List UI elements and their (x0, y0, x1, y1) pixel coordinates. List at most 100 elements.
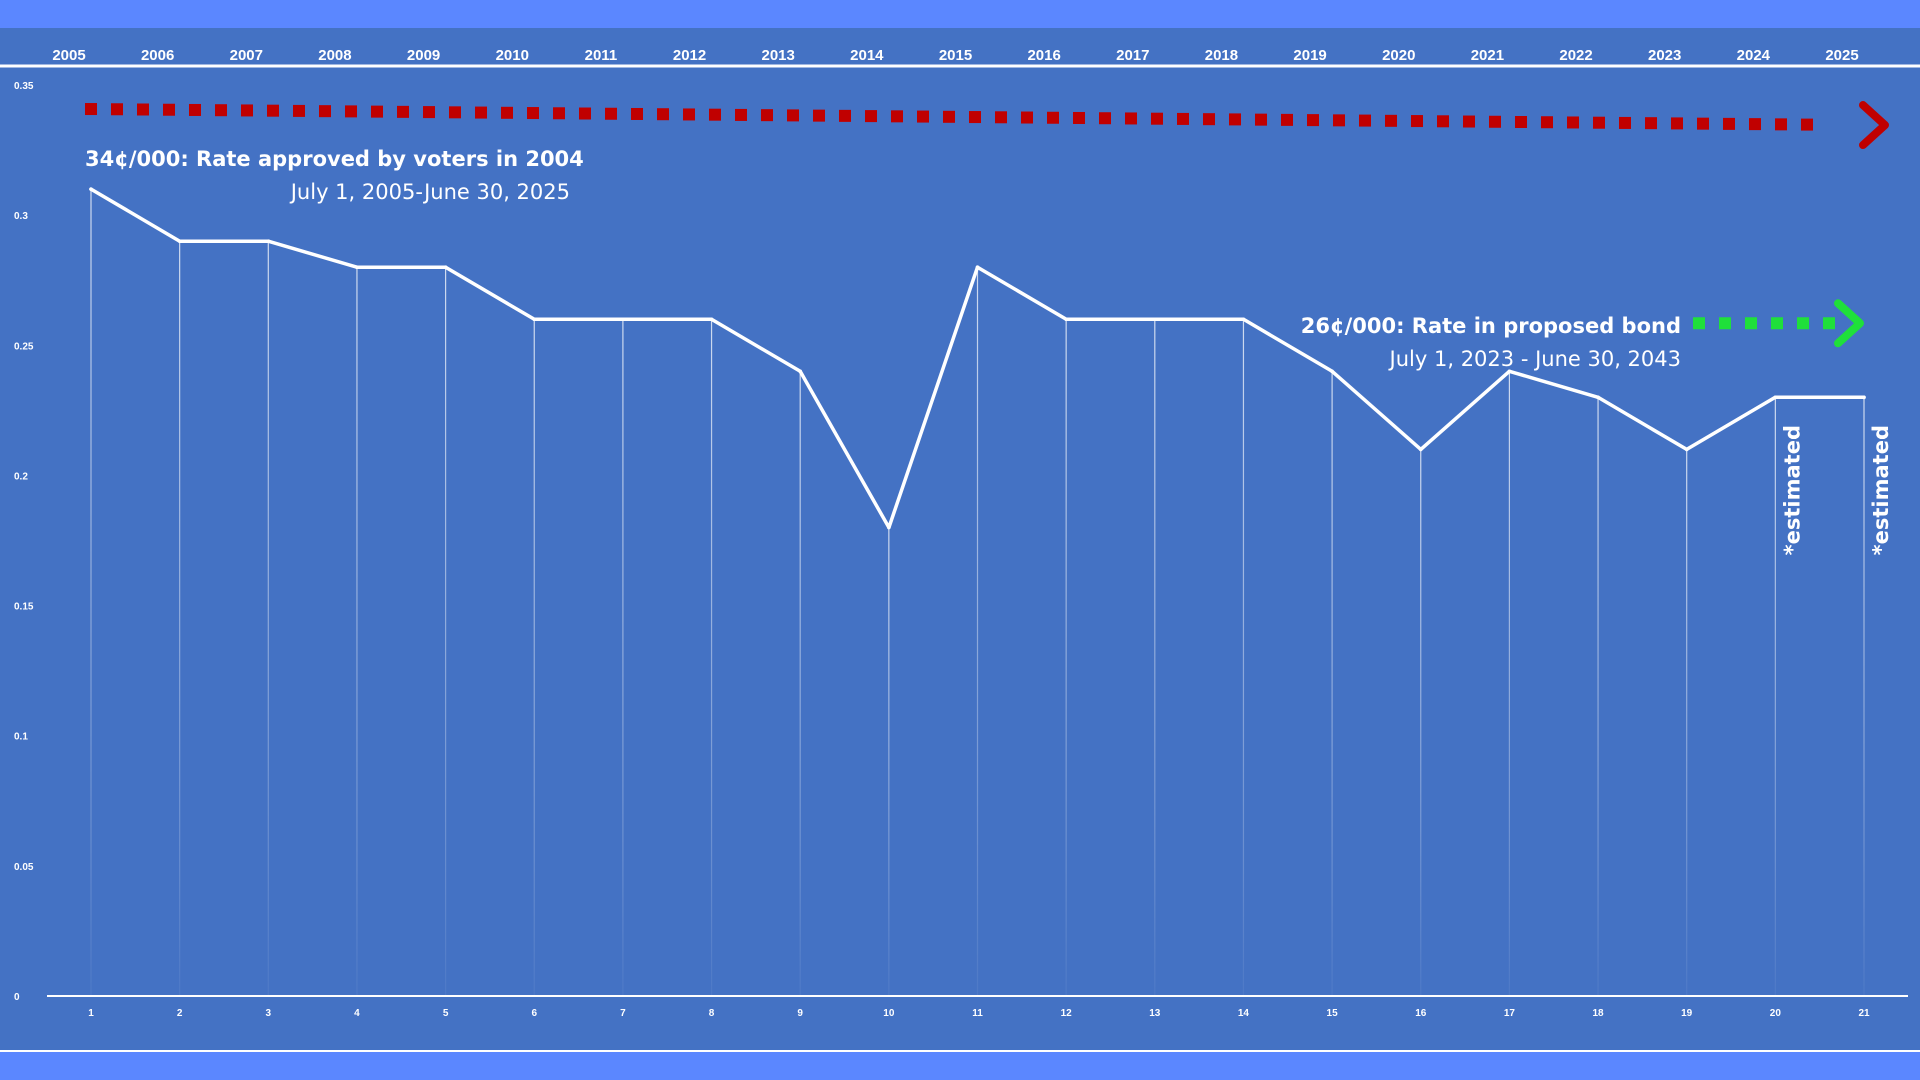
y-tick-label: 0 (14, 992, 20, 1003)
approved-rate-dash (683, 108, 695, 121)
approved-rate-dash (1281, 113, 1293, 126)
proposed-rate-subtitle: July 1, 2023 - June 30, 2043 (1388, 347, 1681, 371)
approved-rate-dash (1073, 111, 1085, 124)
approved-rate-dash (1593, 116, 1605, 129)
approved-rate-dash (1619, 116, 1631, 129)
x-tick-label: 21 (1858, 1008, 1870, 1019)
approved-rate-dash (1255, 113, 1267, 126)
drop-line (1242, 319, 1245, 996)
x-tick-label: 16 (1415, 1008, 1427, 1019)
x-tick-label: 8 (709, 1008, 715, 1019)
approved-rate-dash (865, 110, 877, 123)
y-tick-label: 0.2 (14, 471, 28, 482)
x-tick-label: 10 (883, 1008, 895, 1019)
drop-line (1774, 397, 1776, 996)
drop-line (622, 319, 624, 996)
drop-line (1420, 449, 1422, 996)
approved-rate-dash (605, 107, 617, 120)
approved-rate-dash (709, 108, 721, 121)
drop-line (445, 267, 447, 996)
data-point (177, 239, 182, 243)
x-tick-label: 6 (531, 1008, 537, 1019)
approved-rate-dash (215, 104, 227, 117)
approved-rate-dash (813, 109, 825, 122)
drop-lines (90, 189, 1865, 997)
approved-rate-dash (943, 110, 955, 123)
x-tick-label: 3 (266, 1008, 272, 1019)
approved-rate-dash (1151, 112, 1163, 125)
proposed-rate-dash (1745, 317, 1757, 330)
approved-rate-dash (1333, 114, 1345, 127)
estimated-label: *estimated (1869, 425, 1893, 555)
approved-rate-dash (1359, 114, 1371, 127)
approved-rate-dash (1697, 117, 1709, 130)
drop-line (710, 319, 713, 996)
approved-rate-dash (917, 110, 929, 123)
data-point (1153, 317, 1157, 322)
x-tick-label: 15 (1327, 1008, 1339, 1019)
approved-rate-dash (1463, 115, 1475, 128)
y-tick-label: 0.3 (14, 211, 28, 222)
x-tick-label: 20 (1770, 1008, 1782, 1019)
approved-rate-dash (735, 108, 747, 121)
approved-rate-dash (891, 110, 903, 123)
data-point (621, 317, 625, 322)
year-label: 2017 (1116, 47, 1149, 64)
approved-rate-arrowhead (1859, 101, 1889, 150)
year-label: 2008 (318, 47, 351, 64)
approved-rate-title: 34¢/000: Rate approved by voters in 2004 (85, 147, 584, 171)
approved-rate-dash (397, 105, 409, 118)
approved-rate-dash (761, 109, 773, 122)
drop-line (356, 267, 358, 996)
data-point (1507, 369, 1512, 374)
approved-rate-dash (631, 107, 643, 120)
approved-rate-dash (85, 103, 97, 116)
data-point (532, 317, 537, 322)
data-point (266, 239, 271, 243)
approved-rate-dash (111, 103, 123, 116)
approved-rate-dash (293, 104, 305, 117)
x-tick-label: 5 (443, 1008, 449, 1019)
estimated-label: *estimated (1780, 425, 1804, 555)
approved-rate-dash (1203, 113, 1215, 126)
year-label: 2010 (496, 47, 529, 64)
proposed-rate-dash (1719, 317, 1731, 330)
approved-rate-dash (1177, 112, 1189, 125)
approved-rate-dash (1671, 117, 1683, 130)
x-tick-label: 17 (1504, 1008, 1516, 1019)
year-label: 2011 (585, 47, 618, 64)
year-label: 2012 (673, 47, 706, 64)
data-point (89, 187, 93, 191)
approved-rate-dash (553, 107, 565, 120)
year-label: 2013 (762, 47, 795, 64)
data-point (975, 265, 980, 270)
x-tick-label: 18 (1592, 1008, 1604, 1019)
data-point (798, 369, 802, 374)
approved-rate-dash (787, 109, 799, 122)
year-label: 2021 (1471, 47, 1504, 64)
x-tick-label: 7 (620, 1008, 626, 1019)
y-tick-label: 0.05 (14, 862, 34, 873)
x-tick-label: 14 (1238, 1008, 1250, 1019)
drop-line (533, 319, 535, 996)
approved-rate-dash (1307, 114, 1319, 127)
year-label: 2015 (939, 47, 972, 64)
drop-line (1686, 449, 1688, 996)
approved-rate-dash (1047, 111, 1059, 124)
data-point (1862, 395, 1866, 400)
drop-line (1863, 397, 1865, 996)
approved-rate-dash (267, 104, 279, 117)
approved-rate-dash (1489, 115, 1501, 128)
y-tick-label: 0.35 (14, 81, 34, 92)
approved-rate-dash (969, 111, 981, 124)
drop-line (179, 241, 181, 996)
year-label: 2005 (52, 47, 85, 64)
year-label: 2022 (1559, 47, 1592, 64)
approved-rate-dash (163, 103, 175, 116)
y-tick-label: 0.25 (14, 341, 34, 352)
y-tick-label: 0.1 (14, 732, 28, 743)
data-point (355, 265, 359, 270)
x-tick-label: 2 (177, 1008, 183, 1019)
approved-rate-subtitle: July 1, 2005-June 30, 2025 (289, 180, 570, 204)
